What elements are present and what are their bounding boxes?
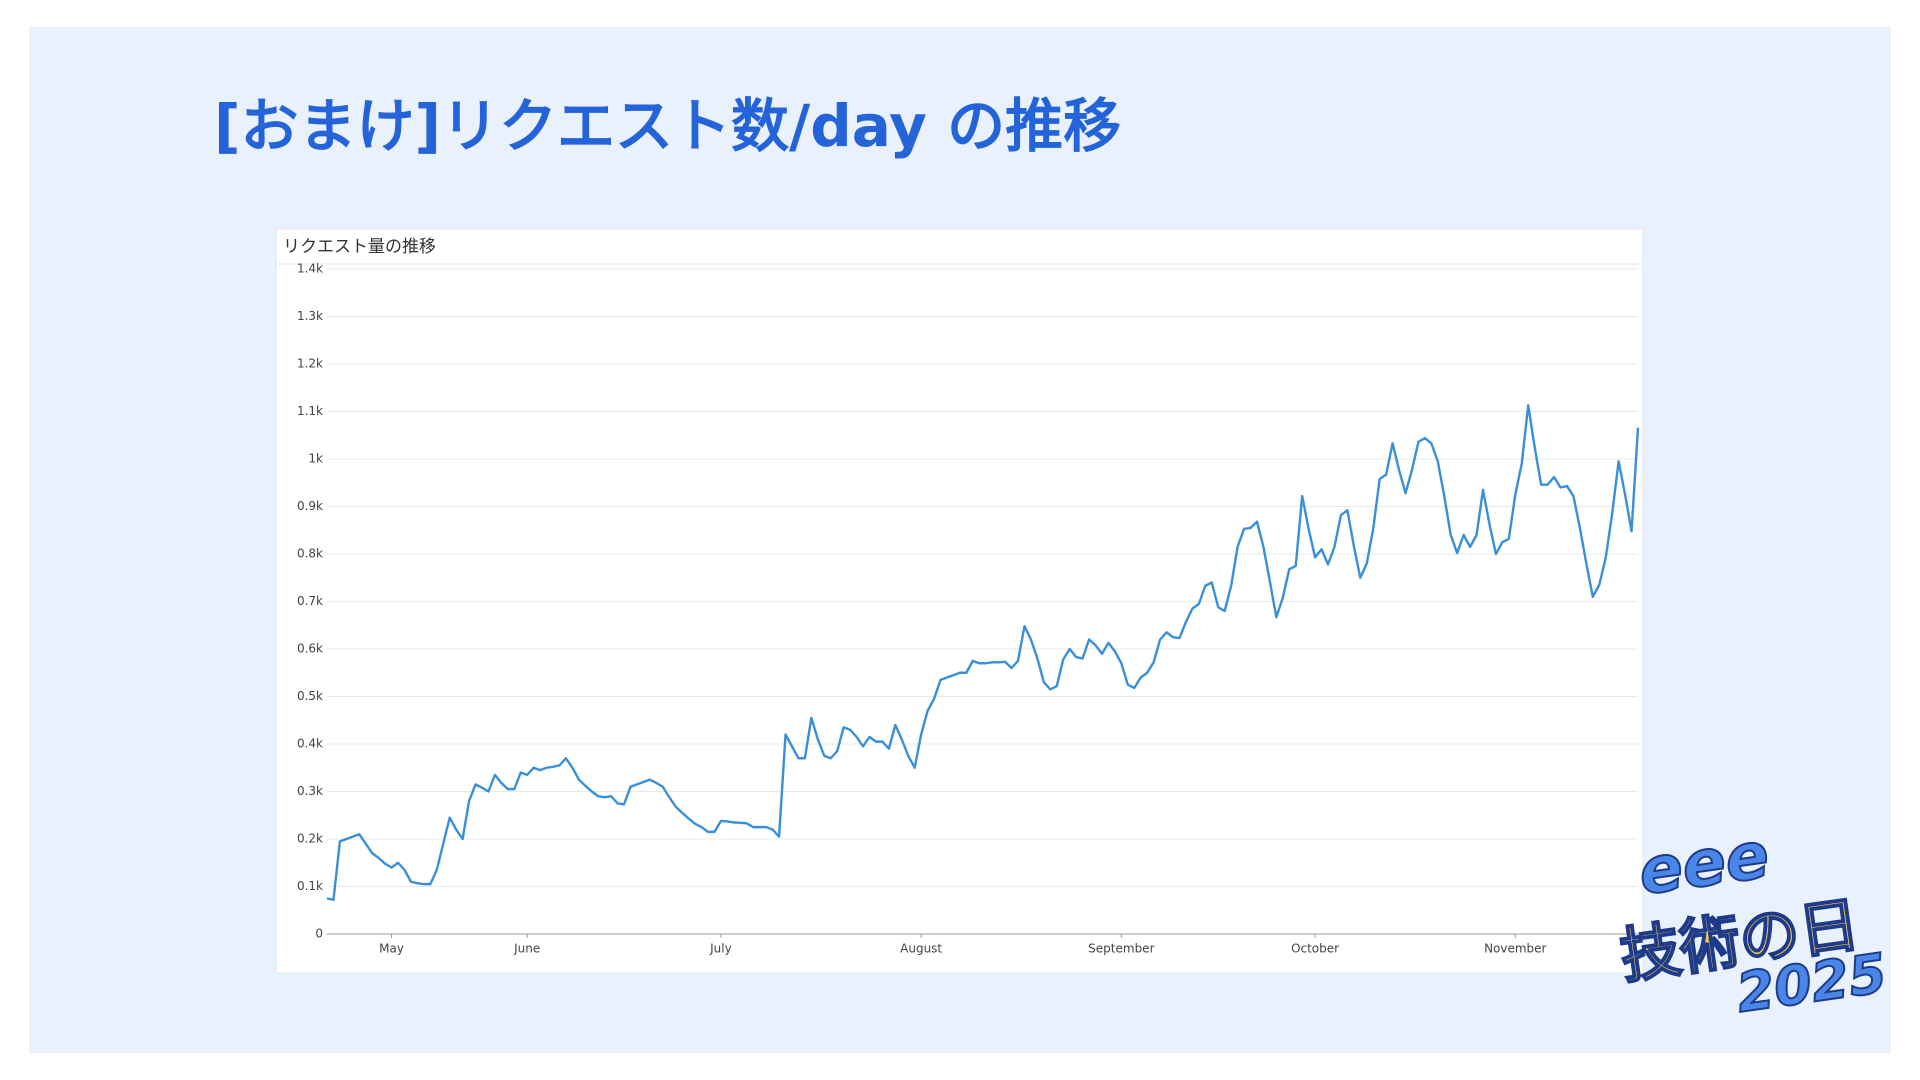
y-tick-label: 0.8k — [297, 547, 323, 561]
x-tick-label: August — [900, 942, 942, 956]
y-tick-label: 0.6k — [297, 642, 323, 656]
y-tick-label: 0.4k — [297, 737, 323, 751]
y-tick-label: 0.3k — [297, 784, 323, 798]
data-line — [326, 404, 1640, 901]
y-tick-label: 0.7k — [297, 594, 323, 608]
y-tick-label: 1.2k — [297, 357, 323, 371]
x-tick-label: May — [379, 942, 404, 956]
y-tick-label: 1.4k — [297, 262, 323, 276]
x-tick-label: September — [1088, 942, 1154, 956]
chart-title: リクエスト量の推移 — [283, 237, 436, 257]
slide-title: [おまけ]リクエスト数/day の推移 — [214, 92, 1121, 160]
x-tick-label: November — [1484, 942, 1546, 956]
y-tick-label: 0.1k — [297, 879, 323, 893]
x-tick-label: July — [709, 942, 732, 956]
y-tick-label: 0 — [315, 927, 323, 941]
y-tick-label: 0.9k — [297, 499, 323, 513]
y-tick-label: 1k — [308, 452, 323, 466]
y-tick-label: 0.5k — [297, 689, 323, 703]
x-tick-label: June — [513, 942, 540, 956]
y-tick-label: 1.1k — [297, 404, 323, 418]
y-tick-label: 1.3k — [297, 309, 323, 323]
plot: 0 0.1k 0.2k 0.3k 0.4k 0.5k 0.6k 0.7k 0.8k 0.9k 1k 1… — [297, 262, 1640, 956]
x-tick-label: October — [1291, 942, 1339, 956]
y-tick-label: 0.2k — [297, 832, 323, 846]
